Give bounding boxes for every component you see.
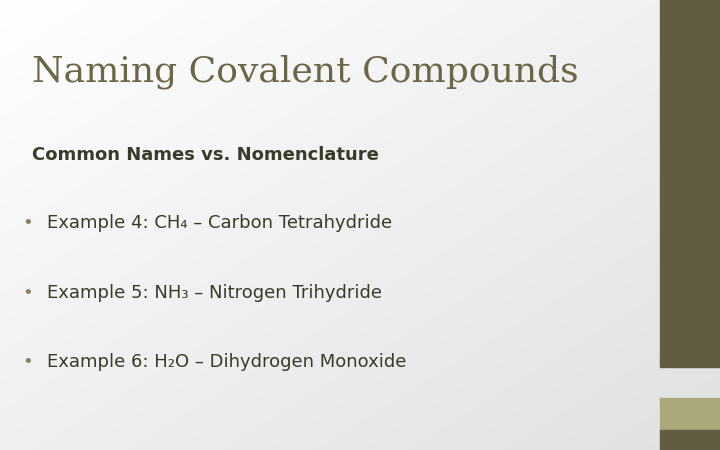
Text: •: • [22, 284, 32, 302]
Text: Naming Covalent Compounds: Naming Covalent Compounds [32, 55, 579, 89]
Text: •: • [22, 353, 32, 371]
Text: •: • [22, 214, 32, 232]
Bar [660, 430, 720, 450]
Bar [660, 0, 720, 367]
Bar [660, 398, 720, 430]
Text: Example 5: NH₃ – Nitrogen Trihydride: Example 5: NH₃ – Nitrogen Trihydride [47, 284, 382, 302]
Text: Example 4: CH₄ – Carbon Tetrahydride: Example 4: CH₄ – Carbon Tetrahydride [47, 214, 392, 232]
Text: Example 6: H₂O – Dihydrogen Monoxide: Example 6: H₂O – Dihydrogen Monoxide [47, 353, 406, 371]
Text: Common Names vs. Nomenclature: Common Names vs. Nomenclature [32, 146, 379, 164]
